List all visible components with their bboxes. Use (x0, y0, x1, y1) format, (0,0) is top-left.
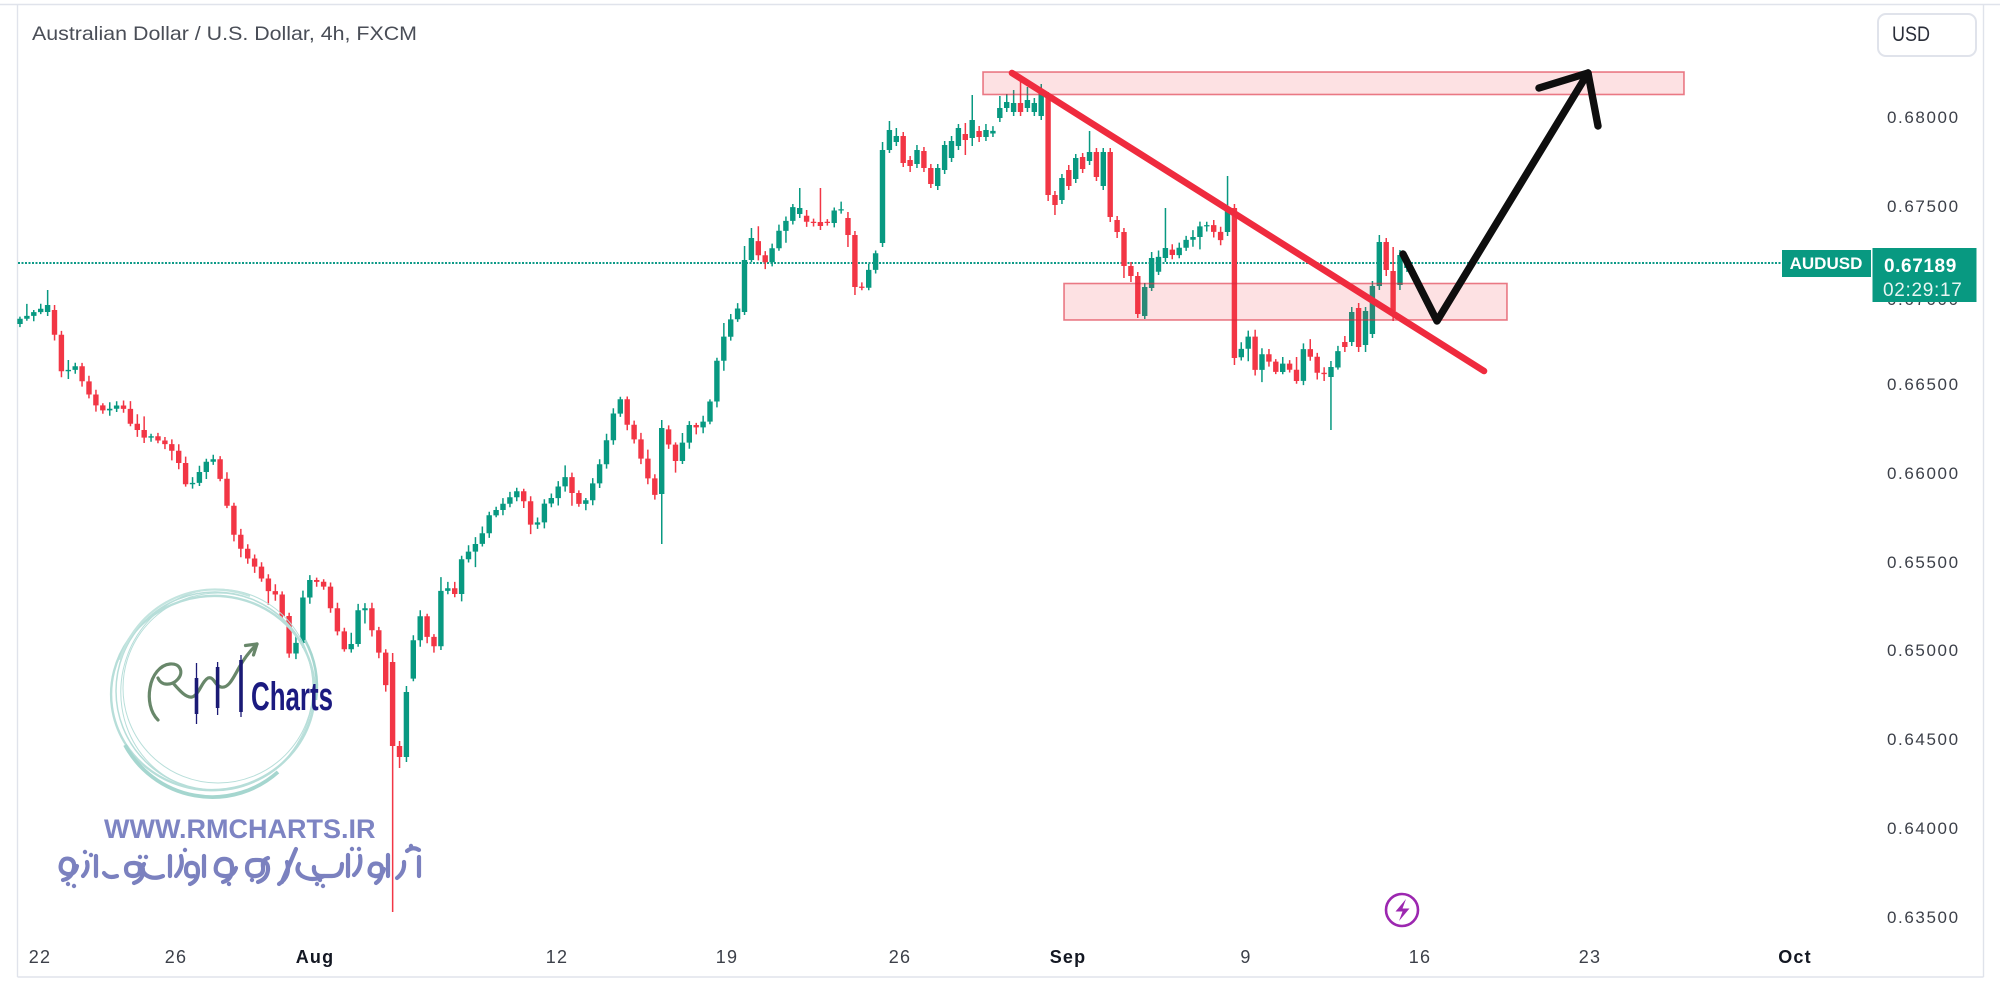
svg-text:0.66000: 0.66000 (1887, 464, 1960, 483)
svg-text:0.65000: 0.65000 (1887, 641, 1960, 660)
svg-text:0.65500: 0.65500 (1887, 553, 1960, 572)
svg-text:0.67189: 0.67189 (1884, 256, 1957, 277)
svg-text:Charts: Charts (251, 675, 333, 719)
svg-text:Australian Dollar / U.S. Dolla: Australian Dollar / U.S. Dollar, 4h, FXC… (32, 23, 417, 45)
svg-text:12: 12 (546, 947, 568, 967)
svg-text:USD: USD (1892, 23, 1930, 46)
svg-text:9: 9 (1240, 947, 1251, 967)
svg-text:0.66500: 0.66500 (1887, 375, 1960, 394)
svg-text:Aug: Aug (296, 947, 335, 967)
svg-text:0.68000: 0.68000 (1887, 108, 1960, 127)
svg-text:0.64500: 0.64500 (1887, 730, 1960, 749)
svg-text:Oct: Oct (1778, 947, 1812, 967)
svg-text:0.63500: 0.63500 (1887, 908, 1960, 927)
svg-text:26: 26 (165, 947, 187, 967)
svg-text:AUDUSD: AUDUSD (1790, 254, 1863, 273)
svg-text:Sep: Sep (1050, 947, 1087, 967)
svg-text:0.67500: 0.67500 (1887, 197, 1960, 216)
svg-text:22: 22 (29, 947, 51, 967)
svg-text:0.64000: 0.64000 (1887, 819, 1960, 838)
svg-text:19: 19 (716, 947, 738, 967)
svg-text:23: 23 (1579, 947, 1601, 967)
svg-text:WWW.RMCHARTS.IR: WWW.RMCHARTS.IR (104, 814, 375, 844)
svg-text:16: 16 (1409, 947, 1431, 967)
svg-text:26: 26 (889, 947, 911, 967)
svg-text:02:29:17: 02:29:17 (1883, 280, 1963, 301)
